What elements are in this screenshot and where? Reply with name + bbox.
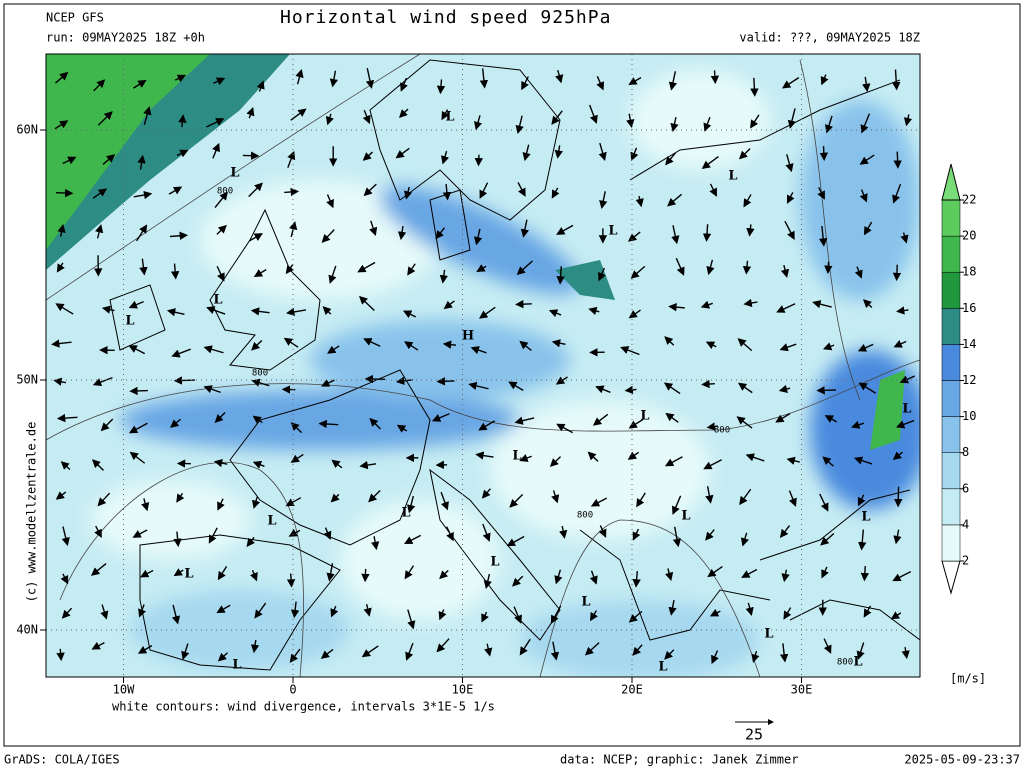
pressure-center: L [728,169,737,184]
pressure-center: L [213,293,222,308]
wind-arrow [703,384,715,385]
pressure-center: L [401,506,410,521]
colorbar-label: 22 [962,193,976,207]
pressure-center: L [681,509,690,524]
pressure-center: L [640,409,649,424]
isobar-label: 800 [217,187,233,197]
lon-label: 30E [791,683,813,697]
colorbar-band [942,272,960,308]
lat-label: 40N [16,623,38,637]
wind-arrow [365,569,366,581]
run-time: run: 09MAY2025 18Z +0h [46,31,205,45]
model-name: NCEP GFS [46,11,104,25]
colorbar-band [942,489,960,525]
isobar-label: 800 [714,426,730,436]
software: GrADS: COLA/IGES [4,753,120,767]
wind-arrow [291,574,292,587]
pressure-center: L [512,449,521,464]
colorbar-label: 12 [962,373,976,387]
colorbar: 2 4 6 8 10 12 14 16 18 20 22 [942,164,976,593]
pressure-center: L [445,110,454,125]
colorbar-label: 2 [962,554,969,568]
wind-arrow [897,152,898,168]
pressure-center: L [184,567,193,582]
colorbar-band [942,453,960,489]
wind-arrow [131,391,148,392]
pressure-center: L [853,655,862,670]
pressure-center: L [861,510,870,525]
pressure-center: L [658,660,667,675]
colorbar-label: 8 [962,445,969,459]
colorbar-label: 14 [962,337,976,351]
colorbar-band [942,344,960,380]
wind-arrow [243,155,258,156]
colorbar-label: 4 [962,517,969,531]
colorbar-label: 16 [962,301,976,315]
pressure-center: L [232,658,241,673]
pressure-center: L [902,402,911,417]
lon-label: 0 [289,683,296,697]
credit: data: NCEP; graphic: Janek Zimmer [560,753,798,767]
lat-label: 60N [16,123,38,137]
pressure-center: L [230,166,239,181]
isobar-label: 800 [837,658,853,668]
copyright: (c) www.modellzentrale.de [25,422,39,603]
pressure-center: H [462,329,474,344]
colorbar-band [942,417,960,453]
wind-arrow [897,265,898,280]
wind-arrow [438,381,455,382]
wind-arrow [715,70,716,82]
wind-arrow [864,566,865,580]
wind-arrow [56,193,72,194]
pressure-center: L [125,314,134,329]
timestamp: 2025-05-09-23:37 [904,753,1020,767]
wind-arrow [754,78,755,96]
colorbar-end [942,561,960,593]
colorbar-band [942,525,960,561]
pressure-center: L [490,555,499,570]
colorbar-band [942,381,960,417]
pressure-center: L [267,514,276,529]
colorbar-band [942,200,960,236]
lon-label: 10W [113,683,135,697]
valid-time: valid: ???, 09MAY2025 18Z [739,31,920,45]
colorbar-unit: [m/s] [950,672,986,686]
colorbar-band [942,308,960,344]
colorbar-end [942,164,960,200]
pressure-center: L [764,627,773,642]
lat-label: 50N [16,373,38,387]
isobar-label: 800 [577,511,593,521]
title: Horizontal wind speed 925hPa [280,7,611,28]
wind-arrow [516,304,531,305]
wind-arrow [818,390,836,391]
colorbar-label: 18 [962,265,976,279]
pressure-center: L [581,595,590,610]
lon-label: 20E [621,683,643,697]
lon-label: 10E [452,683,474,697]
isobar-label: 800 [252,369,268,379]
contour-note: white contours: wind divergence, interva… [112,700,495,714]
colorbar-label: 6 [962,481,969,495]
wind-arrow [60,649,61,660]
colorbar-label: 10 [962,409,976,423]
wind-arrow [824,146,825,160]
colorbar-band [942,236,960,272]
wind-arrow [828,262,829,273]
colorbar-label: 20 [962,229,976,243]
pressure-center: L [608,224,617,239]
scale-value: 25 [745,726,763,744]
